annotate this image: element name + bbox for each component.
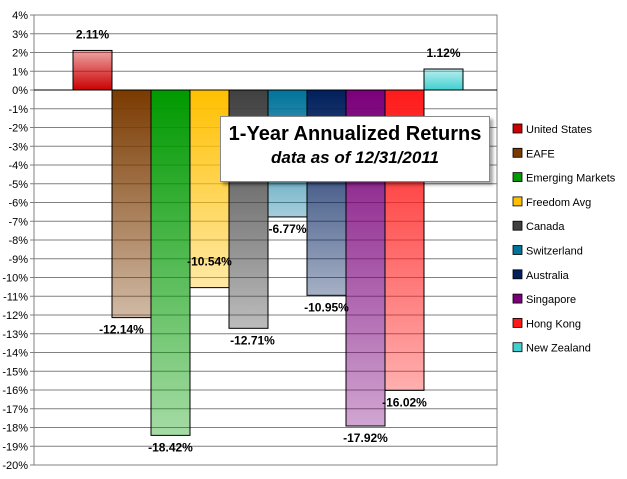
y-tick-label: 1% [12, 66, 28, 78]
data-label: -10.95% [304, 300, 349, 314]
axes: 4% 3% 2% 1% 0% -1% -2% -3% -4% -5% -6% -7% -8% -9% -10… [2, 10, 497, 472]
legend-label: EAFE [526, 148, 555, 160]
legend-label: Switzerland [526, 246, 583, 258]
legend-label: Emerging Markets [526, 173, 616, 185]
legend-label: Canada [526, 221, 565, 233]
legend-label: Australia [526, 270, 570, 282]
y-tick-label: -4% [8, 160, 28, 172]
legend-label: Hong Kong [526, 318, 581, 330]
y-tick-label: -13% [2, 329, 28, 341]
chart-subtitle: data as of 12/31/2011 [271, 148, 439, 167]
legend-swatch [512, 196, 523, 207]
y-tick-label: -8% [8, 235, 28, 247]
chart-title-box: 1-Year Annualized Returns data as of 12/… [220, 116, 490, 182]
y-tick-label: -7% [8, 216, 28, 228]
legend-label: Freedom Avg [526, 197, 591, 209]
bars [72, 49, 464, 436]
y-tick-label: -17% [2, 404, 28, 416]
y-tick-label: -20% [2, 460, 28, 472]
legend-swatch [512, 220, 523, 231]
legend-swatch [512, 317, 523, 328]
y-tick-label: 3% [12, 29, 28, 41]
y-tick-label: -15% [2, 366, 28, 378]
bar-united-states [72, 49, 113, 91]
legend-swatch [512, 293, 523, 304]
data-label: 1.12% [426, 46, 460, 60]
data-label: -17.92% [343, 431, 388, 445]
y-tick-label: -18% [2, 423, 28, 435]
bar-emerging-markets [150, 89, 191, 436]
data-labels: 2.11% -12.14% -18.42% -10.54% -12.71% -6.77% -… [76, 27, 461, 454]
y-tick-label: 2% [12, 48, 28, 60]
legend-label: United States [526, 124, 593, 136]
y-tick-label: -3% [8, 141, 28, 153]
y-tick-label: -2% [8, 123, 28, 135]
y-tick-label: 4% [12, 10, 28, 22]
y-tick-label: -1% [8, 104, 28, 116]
y-tick-label: -6% [8, 198, 28, 210]
y-tick-label: -11% [3, 291, 28, 303]
data-label: -12.14% [99, 323, 144, 337]
y-tick-label: -9% [8, 254, 28, 266]
y-tick-label: -12% [2, 310, 28, 322]
data-label: -16.02% [382, 395, 427, 409]
y-tick-label: -10% [2, 273, 28, 285]
y-tick-label: -16% [2, 385, 28, 397]
legend-swatch [512, 342, 523, 353]
legend-swatch [512, 147, 523, 158]
y-tick-label: -19% [2, 441, 28, 453]
data-label: 2.11% [76, 27, 110, 41]
legend-swatch [512, 269, 523, 280]
legend-swatch [512, 172, 523, 183]
legend: United States EAFE Emerging Markets Freedom… [512, 123, 616, 355]
y-tick-label: 0% [12, 85, 28, 97]
chart-title: 1-Year Annualized Returns [228, 123, 482, 145]
y-tick-label: -5% [8, 179, 28, 191]
legend-label: Singapore [526, 294, 576, 306]
data-label: -6.77% [268, 222, 306, 236]
data-label: -18.42% [148, 440, 193, 454]
data-label: -12.71% [230, 333, 275, 347]
y-tick-label: -14% [2, 348, 28, 360]
bar-new-zealand [423, 68, 464, 91]
legend-swatch [512, 123, 523, 134]
data-label: -10.54% [187, 255, 232, 269]
bar-eafe [111, 89, 152, 319]
legend-swatch [512, 245, 523, 255]
legend-label: New Zealand [526, 343, 591, 355]
